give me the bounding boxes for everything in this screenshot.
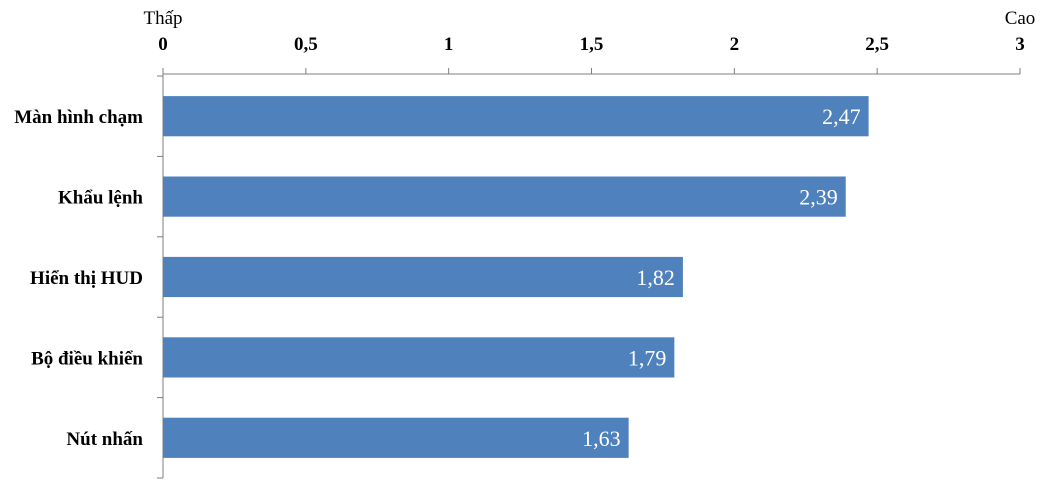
bar	[163, 256, 683, 298]
bar-value-label: 2,39	[799, 185, 838, 210]
x-tick-label: 1,5	[580, 34, 604, 55]
category-label: Nút nhấn	[66, 429, 143, 450]
x-tick-label: 2	[730, 34, 740, 55]
high-end-label: Cao	[1005, 8, 1036, 29]
category-label: Hiển thị HUD	[30, 268, 143, 289]
bar	[163, 96, 869, 137]
bar	[163, 176, 846, 217]
x-tick-label: 1	[444, 34, 454, 55]
bar-value-label: 2,47	[822, 104, 861, 129]
bars: 2,47 2,39 1,82 1,79 1,63	[163, 96, 869, 458]
low-end-label: Thấp	[143, 8, 182, 29]
x-tick-label: 0,5	[294, 34, 318, 55]
bar-value-label: 1,82	[636, 265, 675, 290]
bar	[163, 417, 629, 458]
category-label: Bộ điều khiển	[31, 348, 143, 369]
x-tick-label: 2,5	[865, 34, 889, 55]
category-labels: Màn hình chạm Khẩu lệnh Hiển thị HUD Bộ điề…	[14, 107, 143, 450]
category-label: Màn hình chạm	[14, 107, 143, 128]
x-tick-label: 0	[158, 34, 168, 55]
bar-value-label: 1,79	[628, 345, 667, 370]
bar	[163, 337, 675, 378]
category-label: Khẩu lệnh	[58, 188, 143, 209]
x-axis-ticks: 0 0,5 1 1,5 2 2,5 3	[158, 34, 1025, 74]
x-tick-label: 3	[1015, 34, 1025, 55]
bar-value-label: 1,63	[582, 426, 621, 451]
